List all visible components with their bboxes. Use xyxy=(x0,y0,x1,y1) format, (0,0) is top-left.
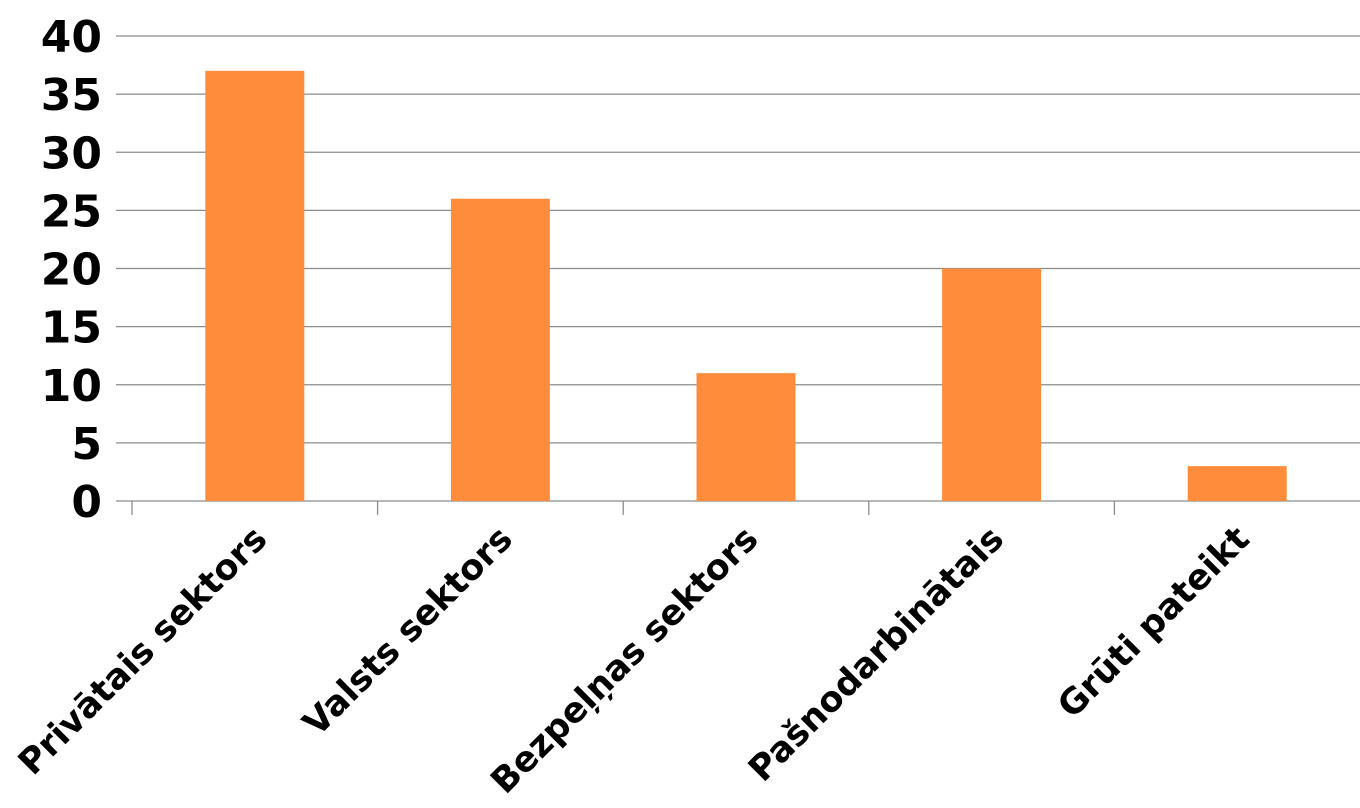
x-tick-label-1: Privātais sektors xyxy=(11,519,275,783)
x-axis xyxy=(131,501,1116,515)
y-tick-label-30: 30 xyxy=(41,128,102,179)
x-tick-label-4: Pašnodarbinātais xyxy=(741,519,1012,790)
y-tick-label-5: 5 xyxy=(71,419,102,470)
bars xyxy=(205,70,1287,501)
x-axis-labels: Privātais sektors Valsts sektorsBezpeļņas… xyxy=(11,519,1257,802)
bar-4 xyxy=(942,268,1042,501)
y-tick-label-10: 10 xyxy=(41,361,102,412)
bar-5 xyxy=(1187,466,1287,501)
x-tick-label-3: Bezpeļņas sektors xyxy=(484,519,767,802)
y-tick-label-20: 20 xyxy=(41,245,102,296)
bar-3 xyxy=(696,373,796,501)
y-tick-label-35: 35 xyxy=(41,70,102,121)
y-axis-ticks: 0 5 10 15 20 25 30 35 40 xyxy=(41,12,102,528)
bar-2 xyxy=(450,198,550,501)
y-tick-label-0: 0 xyxy=(71,477,102,528)
y-tick-label-15: 15 xyxy=(41,303,102,354)
bar-1 xyxy=(205,70,305,501)
gridlines xyxy=(116,35,1360,502)
x-tick-label-5: Grūti pateikt xyxy=(1050,519,1257,726)
y-tick-label-25: 25 xyxy=(41,186,102,237)
y-tick-label-40: 40 xyxy=(41,12,102,63)
x-tick-label-2: Valsts sektors xyxy=(296,519,521,744)
